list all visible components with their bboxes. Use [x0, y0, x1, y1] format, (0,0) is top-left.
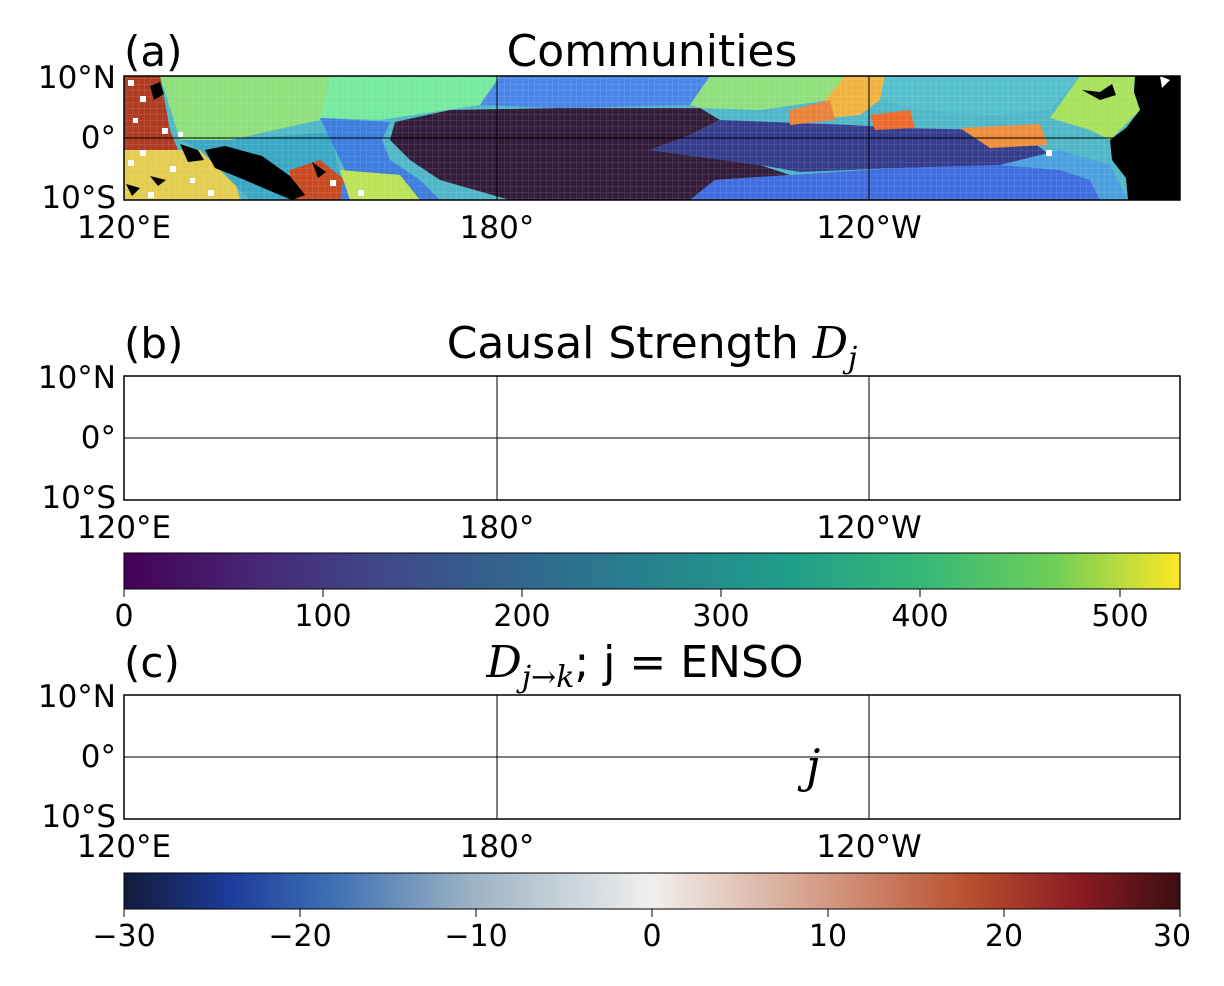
colorbar-tick-label: 30 [1153, 919, 1191, 954]
colorbar-tick-label: 20 [985, 919, 1023, 954]
lon-tick: 120°E [77, 829, 171, 865]
lat-tick: 10°S [41, 799, 116, 835]
enso-annotation-j: j [797, 739, 820, 793]
panel-title-a: Communities [507, 26, 798, 77]
colorbar-viridis [123, 552, 1181, 590]
colorbar-tick-label: 0 [114, 599, 133, 634]
lat-tick: 0° [81, 420, 116, 456]
lat-tick: 10°N [38, 360, 116, 396]
colorbar-tick-label: 200 [493, 599, 550, 634]
community-map [124, 76, 1180, 200]
colorbar-tick-label: −20 [268, 919, 331, 954]
lon-tick: 120°E [77, 210, 171, 246]
colorbar-diverging [123, 872, 1181, 910]
colorbar-tick-label: −30 [92, 919, 155, 954]
colorbar-tick-label: 500 [1091, 599, 1148, 634]
panel-title-b: Causal Strength Dj [447, 318, 858, 376]
panel-title-c: Dj→k; j = ENSO [485, 637, 803, 695]
lon-tick: 120°W [816, 510, 921, 546]
lat-tick: 10°S [41, 180, 116, 216]
colorbar-tick-label: 100 [294, 599, 351, 634]
lat-tick: 0° [81, 120, 116, 156]
lon-tick: 120°W [816, 210, 921, 246]
colorbar-tick-label: 400 [891, 599, 948, 634]
enso-region [680, 729, 1005, 787]
lon-tick: 120°W [816, 829, 921, 865]
lon-tick: 180° [460, 210, 535, 246]
lon-tick: 180° [460, 829, 535, 865]
panel-label-b: (b) [124, 319, 183, 368]
lon-tick: 180° [460, 510, 535, 546]
lon-tick: 120°E [77, 510, 171, 546]
colorbar-tick-label: 0 [642, 919, 661, 954]
panel-c: (c) Dj→k; j = ENSO j 10°N 0° 10°S 120°E … [38, 637, 1191, 954]
panel-label-c: (c) [124, 638, 180, 687]
colorbar-tick-label: 300 [692, 599, 749, 634]
colorbar-tick-label: −10 [444, 919, 507, 954]
colorbar-c-ticks [123, 909, 1181, 917]
panel-label-a: (a) [124, 27, 183, 76]
lat-tick: 10°N [38, 679, 116, 715]
colorbar-b-ticks [123, 589, 1121, 597]
colorbar-tick-label: 10 [809, 919, 847, 954]
panel-a: (a) Communities [38, 26, 1181, 246]
panel-b: (b) Causal Strength Dj 10°N 0° 10°S 120°… [38, 318, 1181, 634]
lat-tick: 10°N [38, 60, 116, 96]
lat-tick: 0° [81, 739, 116, 775]
lat-tick: 10°S [41, 480, 116, 516]
